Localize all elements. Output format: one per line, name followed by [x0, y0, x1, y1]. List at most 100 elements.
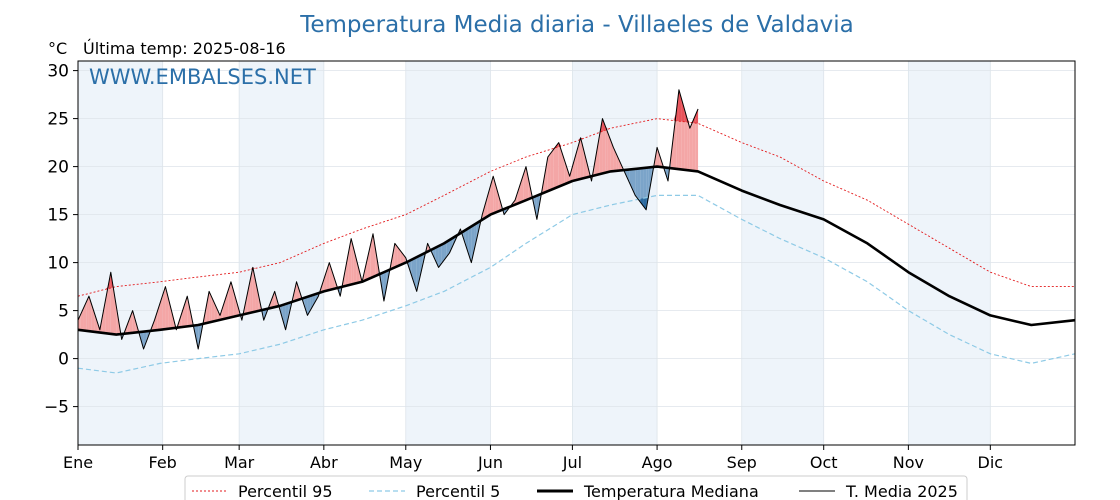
fill-above-median	[332, 271, 335, 290]
fill-below-median	[195, 325, 199, 349]
fill-above-median	[572, 157, 576, 181]
fill-above-median	[400, 250, 404, 265]
fill-above-median	[566, 167, 570, 184]
fill-above-median	[618, 159, 622, 171]
fill-above-median	[222, 298, 226, 320]
fill-above-median	[397, 247, 401, 267]
fill-above-median	[127, 317, 130, 334]
fill-above-median	[170, 308, 174, 329]
fill-below-median	[474, 223, 477, 251]
fill-below-median	[312, 294, 316, 306]
x-tick-label: May	[389, 453, 422, 472]
fill-below-median	[438, 244, 442, 268]
fill-below-median	[419, 254, 423, 280]
month-shade-mar	[239, 61, 324, 445]
fill-above-median	[102, 301, 106, 334]
fill-below-median	[534, 195, 537, 220]
y-axis-ticks: 30 25 20 15 10 5 0 −5	[44, 62, 78, 418]
fill-above-median	[596, 134, 600, 175]
fill-below-median	[627, 169, 630, 184]
fill-above-median	[214, 303, 218, 322]
fill-below-median	[449, 238, 453, 253]
fill-above-median	[83, 302, 87, 331]
fill-below-median	[468, 226, 472, 263]
fill-below-median	[143, 331, 147, 349]
fill-above-median	[86, 296, 89, 332]
fill-below-median	[307, 295, 311, 316]
fill-above-median	[558, 142, 562, 187]
series-line-current	[77, 89, 699, 350]
fill-above-median	[556, 142, 559, 188]
fill-below-median	[441, 243, 445, 264]
fill-above-median	[367, 245, 371, 280]
series-line-median	[77, 165, 1076, 336]
fill-above-median	[165, 286, 169, 330]
fill-above-median	[181, 304, 185, 328]
fill-above-median	[403, 254, 406, 264]
legend-label-median: Temperatura Mediana	[583, 482, 759, 500]
x-tick-label: Oct	[810, 453, 838, 472]
fill-above-median	[217, 309, 221, 321]
fill-above-median	[616, 153, 619, 171]
fill-below-median	[463, 229, 466, 246]
x-tick-label: Jun	[477, 453, 503, 472]
fill-above-median	[211, 297, 215, 322]
fill-above-median	[495, 185, 499, 213]
fill-above-median	[296, 281, 300, 301]
fill-above-median	[356, 260, 360, 284]
fill-above-median	[689, 121, 693, 171]
x-tick-label: Dic	[978, 453, 1004, 472]
y-tick-label: −5	[44, 398, 69, 418]
legend-label-p95: Percentil 95	[238, 482, 333, 500]
fill-below-median	[282, 304, 286, 330]
fill-above-median	[684, 109, 688, 171]
fill-above-median	[583, 148, 587, 179]
fill-above-median	[168, 297, 171, 329]
month-shade-ene	[78, 61, 163, 445]
fill-above-median	[547, 153, 551, 192]
fill-above-median	[577, 137, 581, 180]
x-axis-ticks: Ene Feb Mar Abr May Jun Jul Ago Sep Oct Nov Dic	[63, 445, 1003, 472]
fill-above-median	[228, 281, 231, 318]
y-tick-label: 10	[47, 254, 69, 274]
fill-below-median	[285, 303, 289, 330]
x-tick-label: Mar	[224, 453, 255, 472]
fill-below-median	[433, 247, 436, 262]
series-lines	[77, 89, 1076, 374]
fill-above-median	[373, 233, 376, 277]
fill-below-median	[444, 241, 447, 261]
fill-above-median	[525, 166, 529, 201]
fill-above-median	[493, 176, 496, 214]
fill-above-median	[88, 296, 92, 332]
unit-label: °C	[48, 39, 67, 58]
fill-above-median	[159, 295, 163, 330]
fill-above-median	[132, 310, 136, 333]
chart-title: Temperatura Media diaria - Villaeles de …	[299, 12, 854, 38]
fill-below-median	[140, 331, 144, 349]
fill-above-median	[605, 125, 608, 173]
fill-above-median	[523, 166, 526, 202]
legend: Percentil 95 Percentil 5 Temperatura Med…	[184, 475, 968, 500]
legend-box	[184, 475, 968, 500]
fill-above-median	[206, 291, 210, 324]
x-tick-label: Sep	[727, 453, 757, 472]
fill-above-median	[613, 147, 617, 172]
y-tick-label: 5	[58, 302, 69, 322]
fill-above-median	[154, 311, 158, 331]
x-tick-label: Nov	[893, 453, 924, 472]
x-tick-label: Jul	[562, 453, 582, 472]
y-tick-label: 25	[47, 110, 69, 130]
fill-above-median	[271, 291, 275, 308]
fill-above-median	[323, 271, 327, 292]
fill-above-median	[607, 133, 611, 173]
month-shade-nov	[908, 61, 991, 445]
fill-below-median	[411, 258, 414, 283]
fill-above-median	[255, 280, 259, 312]
fill-above-median	[610, 140, 614, 172]
watermark: WWW.EMBALSES.NET	[89, 65, 316, 89]
fill-above-median	[392, 243, 395, 269]
fill-above-median	[580, 137, 584, 179]
fill-below-median	[304, 296, 308, 316]
last-reading-label: Última temp: 2025-08-16	[83, 39, 286, 58]
